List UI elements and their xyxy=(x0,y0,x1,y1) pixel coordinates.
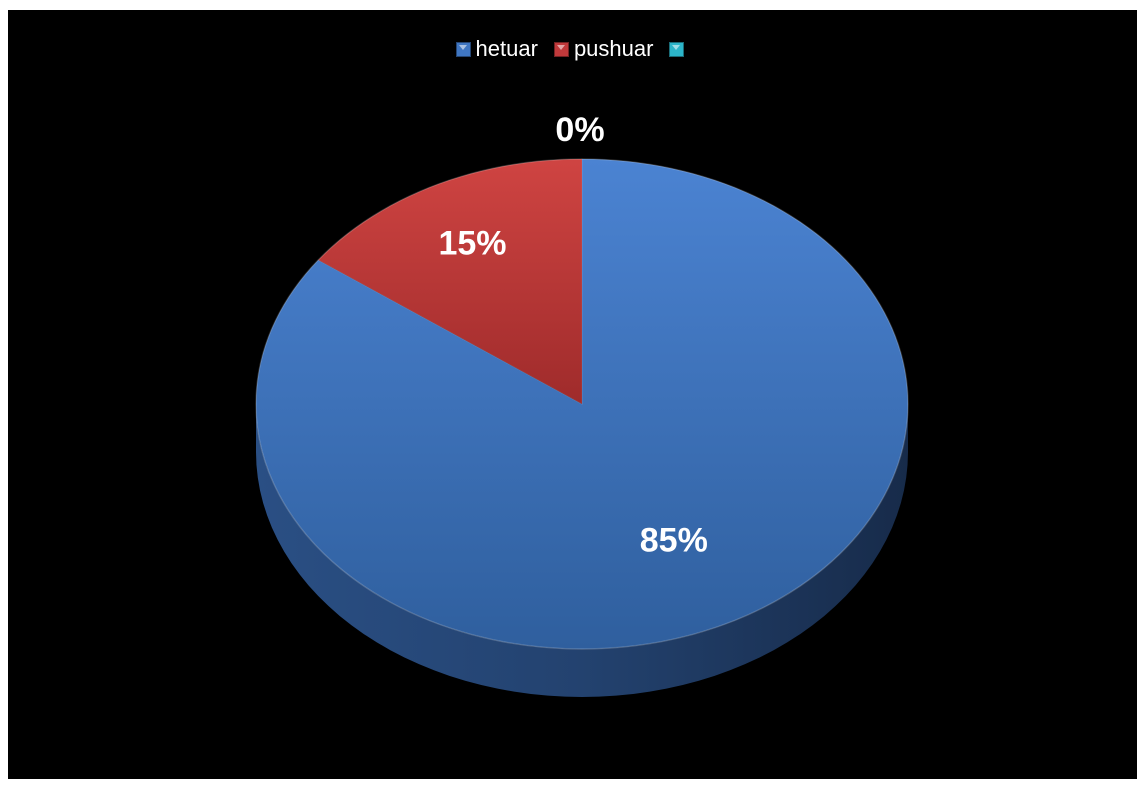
legend-label: hetuar xyxy=(475,36,538,61)
pie-side-hetuar xyxy=(256,404,908,697)
legend-label: pushuar xyxy=(573,36,654,61)
pie-top-faces xyxy=(255,158,909,650)
legend-swatch xyxy=(553,41,569,57)
legend-item-series-3 xyxy=(669,41,689,57)
pie-data-labels: 85% 15% 0% xyxy=(438,111,707,559)
pie-chart: 85% 15% 0% xyxy=(255,111,909,697)
legend-item-pushuar: pushuar xyxy=(553,36,654,61)
data-label-pushuar: 15% xyxy=(438,225,506,263)
legend-swatch xyxy=(455,41,471,57)
legend-item-hetuar: hetuar xyxy=(455,36,538,61)
pie-rim xyxy=(255,158,909,650)
data-label-hetuar: 85% xyxy=(640,521,708,559)
chart-legend: hetuar pushuar xyxy=(8,38,1137,60)
chart-area: 85% 15% 0% hetuar pushuar xyxy=(8,10,1137,779)
legend-swatch xyxy=(669,41,685,57)
pie-side-walls xyxy=(256,404,908,697)
data-label-series-3: 0% xyxy=(555,111,604,149)
pie-slice-pushuar xyxy=(317,158,583,405)
